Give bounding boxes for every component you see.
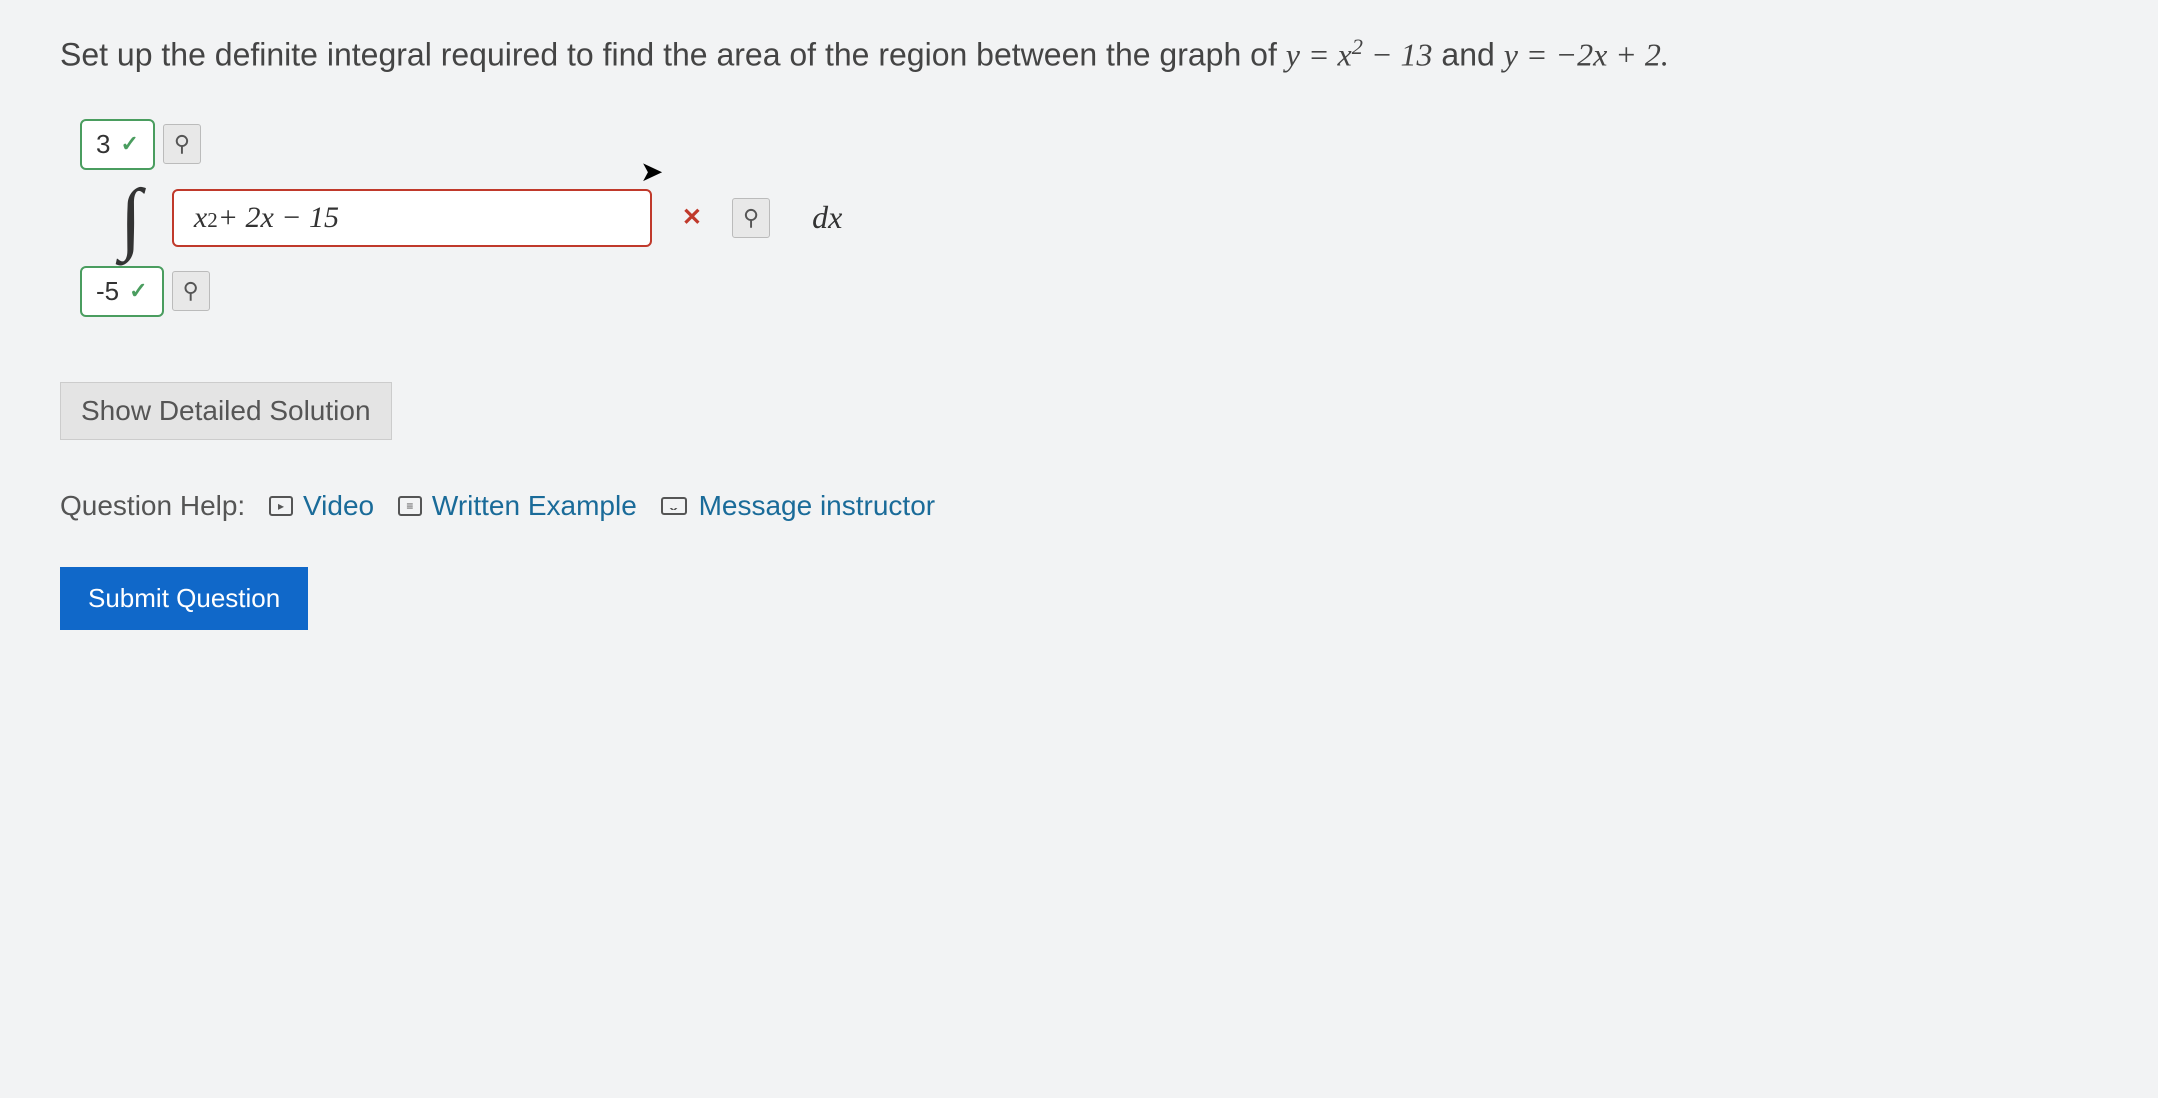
equation-1-exponent: 2 — [1352, 34, 1363, 59]
and-text: and — [1441, 37, 1503, 73]
video-link[interactable]: Video — [303, 490, 374, 522]
integral-row: ∫ x2 + 2x − 15 ✕ ⚲ dx — [120, 178, 2098, 258]
equation-2: y = −2x + 2. — [1504, 37, 1669, 73]
equation-1-lhs: y = x — [1286, 37, 1352, 73]
show-solution-button[interactable]: Show Detailed Solution — [60, 382, 392, 440]
lower-bound-row: -5 ✓ ⚲ — [80, 266, 2098, 317]
question-help-row: Question Help: ▸ Video ≡ Written Example… — [60, 490, 2098, 522]
integrand-x: x — [194, 201, 207, 235]
upper-bound-row: 3 ✓ ⚲ — [80, 119, 2098, 170]
written-example-link[interactable]: Written Example — [432, 490, 637, 522]
help-label: Question Help: — [60, 490, 245, 522]
cursor-icon: ➤ — [640, 155, 663, 188]
wand-icon: ⚲ — [183, 278, 199, 304]
equation-1-rhs: − 13 — [1363, 37, 1433, 73]
format-help-button[interactable]: ⚲ — [732, 198, 770, 238]
message-instructor-link[interactable]: Message instructor — [699, 490, 936, 522]
integrand-input[interactable]: x2 + 2x − 15 — [172, 189, 652, 247]
lower-bound-input[interactable]: -5 ✓ — [80, 266, 164, 317]
check-icon: ✓ — [120, 131, 138, 157]
x-icon: ✕ — [682, 203, 702, 232]
question-prompt: Set up the definite integral required to… — [60, 30, 2098, 79]
video-icon: ▸ — [269, 496, 293, 516]
envelope-icon — [661, 497, 687, 515]
upper-bound-value: 3 — [96, 129, 110, 160]
document-icon: ≡ — [398, 496, 422, 516]
wand-icon: ⚲ — [174, 131, 190, 157]
submit-question-button[interactable]: Submit Question — [60, 567, 308, 630]
lower-bound-value: -5 — [96, 276, 119, 307]
integral-setup: 3 ✓ ⚲ ∫ x2 + 2x − 15 ✕ ⚲ dx -5 ✓ ⚲ — [80, 119, 2098, 317]
format-help-button[interactable]: ⚲ — [163, 124, 201, 164]
integral-sign: ∫ — [120, 178, 142, 258]
format-help-button[interactable]: ⚲ — [172, 271, 210, 311]
integrand-exponent: 2 — [207, 208, 218, 233]
integrand-rest: + 2x − 15 — [218, 201, 339, 235]
prompt-text: Set up the definite integral required to… — [60, 37, 1286, 73]
check-icon: ✓ — [129, 278, 147, 304]
wand-icon: ⚲ — [743, 205, 759, 231]
dx-label: dx — [812, 199, 842, 236]
upper-bound-input[interactable]: 3 ✓ — [80, 119, 155, 170]
